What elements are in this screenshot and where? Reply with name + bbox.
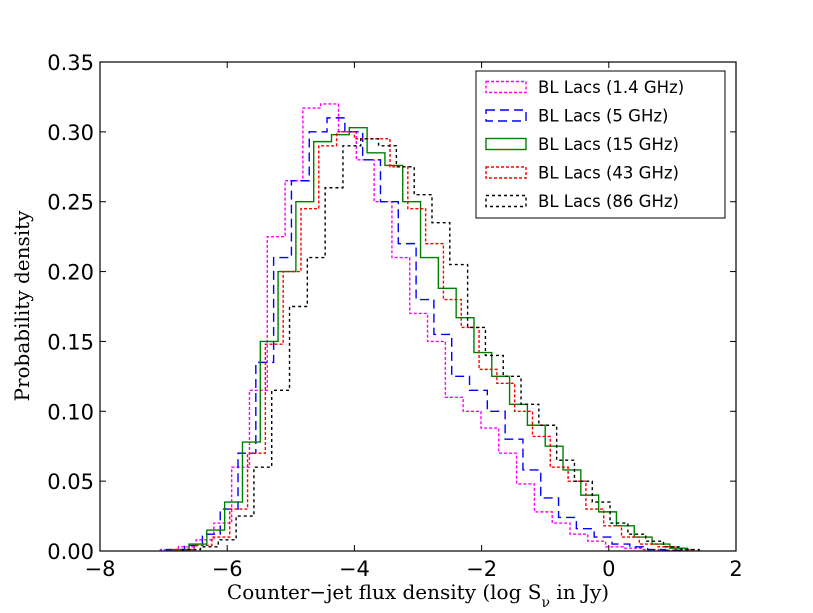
ticks-layer: −8 −6 −4 −2 0 2 0.00 0.05 0.10 0.15 0.20 0.25 0.30 0.… — [47, 51, 742, 581]
legend-swatch-3 — [485, 166, 527, 179]
y-tick-label: 0.20 — [47, 261, 94, 285]
y-tick-label: 0.30 — [47, 121, 94, 145]
y-tick-label: 0.05 — [47, 470, 94, 494]
legend-box — [475, 70, 726, 219]
legend-label-2: BL Lacs (15 GHz) — [538, 135, 679, 154]
legend-swatch-4 — [485, 194, 527, 208]
x-tick-label: −8 — [85, 557, 116, 581]
legend-label-0: BL Lacs (1.4 GHz) — [538, 78, 684, 97]
legend-label-1: BL Lacs (5 GHz) — [538, 107, 668, 126]
y-tick-label: 0.15 — [47, 330, 94, 354]
x-axis-label: Counter−jet flux density (log Sν in Jy) — [227, 580, 609, 611]
y-tick-label: 0.00 — [47, 540, 94, 564]
legend-label-4: BL Lacs (86 GHz) — [538, 192, 679, 211]
labels-layer: Counter−jet flux density (log Sν in Jy) … — [10, 210, 609, 611]
x-tick-label: −2 — [466, 557, 497, 581]
series-line-1 — [166, 117, 684, 552]
x-tick-label: −6 — [212, 557, 243, 581]
y-tick-label: 0.35 — [47, 51, 94, 75]
x-tick-label: 0 — [602, 557, 615, 581]
y-tick-label: 0.10 — [47, 400, 94, 424]
series-line-3 — [175, 131, 694, 551]
legend-label-3: BL Lacs (43 GHz) — [538, 164, 679, 183]
legend-swatch-0 — [485, 80, 527, 94]
series-line-2 — [170, 126, 689, 551]
series-layer — [159, 103, 700, 552]
series-line-4 — [181, 138, 700, 551]
y-axis-label: Probability density — [10, 210, 34, 402]
legend-swatch-1 — [485, 109, 527, 122]
plot-frame — [99, 61, 737, 552]
legend: BL Lacs (1.4 GHz) BL Lacs (5 GHz) BL Lacs … — [475, 70, 726, 219]
x-tick-label: −4 — [339, 557, 370, 581]
y-tick-label: 0.25 — [47, 191, 94, 215]
legend-swatch-2 — [485, 137, 527, 151]
x-tick-label: 2 — [729, 557, 742, 581]
